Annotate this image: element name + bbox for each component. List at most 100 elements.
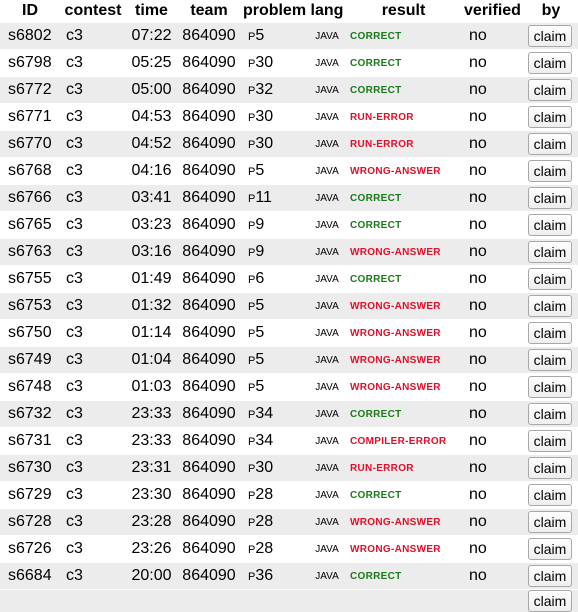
submission-id: s6765 xyxy=(0,212,60,239)
claim-button[interactable]: claim xyxy=(528,590,572,612)
result-cell: CORRECT xyxy=(346,50,461,77)
contest-cell: c3 xyxy=(60,266,126,293)
claim-button[interactable]: claim xyxy=(528,538,572,560)
claim-button[interactable]: claim xyxy=(528,268,572,290)
lang-cell: JAVA xyxy=(308,158,346,185)
lang-cell: JAVA xyxy=(308,347,346,374)
by-cell: claim xyxy=(524,509,578,536)
problem-number: 34 xyxy=(255,432,273,449)
claim-button[interactable]: claim xyxy=(528,241,572,263)
verified-cell: no xyxy=(461,212,524,239)
problem-number: 9 xyxy=(255,216,264,233)
team-cell: 864090 xyxy=(177,293,241,320)
lang-cell: JAVA xyxy=(308,428,346,455)
time-cell: 23:28 xyxy=(126,509,177,536)
submission-id: s6763 xyxy=(0,239,60,266)
claim-button[interactable]: claim xyxy=(528,484,572,506)
by-cell: claim xyxy=(524,536,578,563)
claim-button[interactable]: claim xyxy=(528,160,572,182)
result-cell: CORRECT xyxy=(346,401,461,428)
problem-cell: P30 xyxy=(241,455,308,482)
verified-cell: no xyxy=(461,239,524,266)
verified-cell: no xyxy=(461,50,524,77)
claim-button[interactable]: claim xyxy=(528,52,572,74)
contest-cell: c3 xyxy=(60,536,126,563)
by-cell: claim xyxy=(524,104,578,131)
claim-button[interactable]: claim xyxy=(528,25,572,47)
claim-button[interactable]: claim xyxy=(528,322,572,344)
team-cell: 864090 xyxy=(177,158,241,185)
result-cell: RUN-ERROR xyxy=(346,131,461,158)
verified-cell: no xyxy=(461,23,524,50)
claim-button[interactable]: claim xyxy=(528,403,572,425)
claim-button[interactable]: claim xyxy=(528,79,572,101)
problem-number: 5 xyxy=(255,324,264,341)
problem-number: 30 xyxy=(255,54,273,71)
problem-cell: P36 xyxy=(241,563,308,590)
claim-button[interactable]: claim xyxy=(528,376,572,398)
time-cell: 23:30 xyxy=(126,482,177,509)
problem-number: 28 xyxy=(255,513,273,530)
contest-cell: c3 xyxy=(60,401,126,428)
result-cell: CORRECT xyxy=(346,77,461,104)
lang-cell: JAVA xyxy=(308,293,346,320)
claim-button[interactable]: claim xyxy=(528,133,572,155)
lang-cell: JAVA xyxy=(308,509,346,536)
claim-button[interactable]: claim xyxy=(528,214,572,236)
claim-button[interactable]: claim xyxy=(528,565,572,587)
submission-id: s6749 xyxy=(0,347,60,374)
verified-cell: no xyxy=(461,320,524,347)
lang-cell: JAVA xyxy=(308,23,346,50)
lang-cell: JAVA xyxy=(308,104,346,131)
problem-cell: P34 xyxy=(241,401,308,428)
by-cell: claim xyxy=(524,266,578,293)
verified-cell: no xyxy=(461,563,524,590)
claim-button[interactable]: claim xyxy=(528,511,572,533)
problem-number: 34 xyxy=(255,405,273,422)
contest-cell: c3 xyxy=(60,131,126,158)
time-cell: 01:03 xyxy=(126,374,177,401)
time-cell: 03:41 xyxy=(126,185,177,212)
claim-button[interactable]: claim xyxy=(528,349,572,371)
submission-id: s6750 xyxy=(0,320,60,347)
submission-id: s6802 xyxy=(0,23,60,50)
by-cell: claim xyxy=(524,374,578,401)
result-cell: COMPILER-ERROR xyxy=(346,428,461,455)
time-cell: 03:16 xyxy=(126,239,177,266)
contest-cell: c3 xyxy=(60,185,126,212)
team-cell: 864090 xyxy=(177,77,241,104)
time-cell: 05:25 xyxy=(126,50,177,77)
claim-button[interactable]: claim xyxy=(528,295,572,317)
by-cell: claim xyxy=(524,212,578,239)
submission-id: s6766 xyxy=(0,185,60,212)
submission-id: s6732 xyxy=(0,401,60,428)
problem-cell: P32 xyxy=(241,77,308,104)
problem-cell: P5 xyxy=(241,158,308,185)
claim-button[interactable]: claim xyxy=(528,187,572,209)
time-cell: 04:53 xyxy=(126,104,177,131)
result-cell: RUN-ERROR xyxy=(346,455,461,482)
time-cell: 23:33 xyxy=(126,428,177,455)
lang-cell: JAVA xyxy=(308,131,346,158)
result-cell: CORRECT xyxy=(346,563,461,590)
claim-button[interactable]: claim xyxy=(528,457,572,479)
lang-cell: JAVA xyxy=(308,455,346,482)
by-cell: claim xyxy=(524,23,578,50)
contest-cell: c3 xyxy=(60,482,126,509)
verified-cell: no xyxy=(461,401,524,428)
problem-number: 28 xyxy=(255,540,273,557)
lang-cell: JAVA xyxy=(308,401,346,428)
result-cell: CORRECT xyxy=(346,185,461,212)
claim-button[interactable]: claim xyxy=(528,430,572,452)
lang-cell: JAVA xyxy=(308,536,346,563)
claim-button[interactable]: claim xyxy=(528,106,572,128)
problem-cell: P28 xyxy=(241,536,308,563)
team-cell: 864090 xyxy=(177,509,241,536)
header-by: by xyxy=(524,0,578,23)
result-cell: WRONG-ANSWER xyxy=(346,509,461,536)
